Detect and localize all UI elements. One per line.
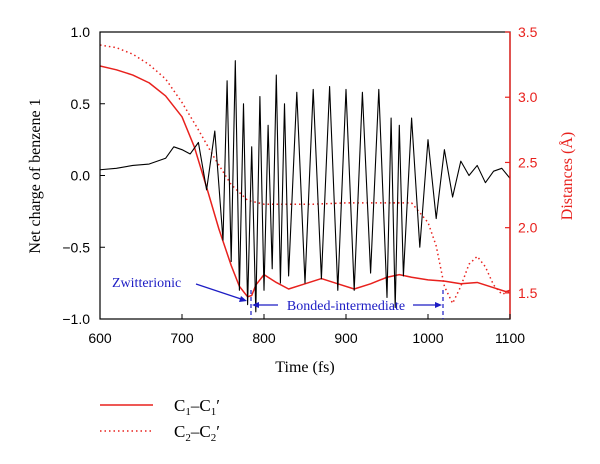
bonded-intermediate-annotation: Bonded-intermediate [250,290,444,319]
arrowhead-icon [252,302,259,308]
left-y-tick-label: −0.5 [62,239,90,255]
annotation-zwitterionic-arrow [195,283,245,301]
x-tick-label: 1100 [495,330,525,346]
x-tick-label: 1000 [412,330,443,346]
x-axis-title: Time (fs) [275,359,334,376]
arrowhead-icon [239,296,247,302]
legend-label-c2: C2–C2′ [174,422,220,444]
left-y-tick-label: −1.0 [62,311,90,327]
right-y-tick-label: 2.0 [518,220,538,236]
x-tick-label: 900 [334,330,358,346]
right-y-axis-title: Distances (Å) [558,132,576,220]
legend: C1–C1′ C2–C2′ [100,396,220,444]
right-y-tick-label: 2.5 [518,154,538,170]
annotation-bonded-label: Bonded-intermediate [287,299,405,314]
legend-label-c1: C1–C1′ [174,396,220,418]
right-y-axis-ticks: 1.5 2.0 2.5 3.0 3.5 [505,24,538,301]
left-y-tick-label: 0.5 [71,96,91,112]
left-y-tick-label: 0.0 [71,168,91,184]
x-tick-label: 700 [170,330,194,346]
right-y-tick-label: 1.5 [518,285,538,301]
x-axis-ticks: 600 700 800 900 1000 1100 [88,314,525,346]
x-tick-label: 600 [88,330,112,346]
x-tick-label: 800 [252,330,276,346]
series-layer [100,44,510,313]
left-y-axis-title: Net charge of benzene 1 [27,98,44,253]
right-y-tick-label: 3.0 [518,89,538,105]
right-y-tick-label: 3.5 [518,24,538,40]
annotation-zwitterionic-label: Zwitterionic [112,276,181,291]
left-y-tick-label: 1.0 [71,24,91,40]
left-y-axis-ticks: −1.0 −0.5 0.0 0.5 1.0 [62,24,105,327]
c1-c1-series-line [100,65,510,298]
zwitterionic-annotation: Zwitterionic [112,276,247,302]
charge-series-line [100,60,510,313]
arrowhead-icon [435,302,442,308]
